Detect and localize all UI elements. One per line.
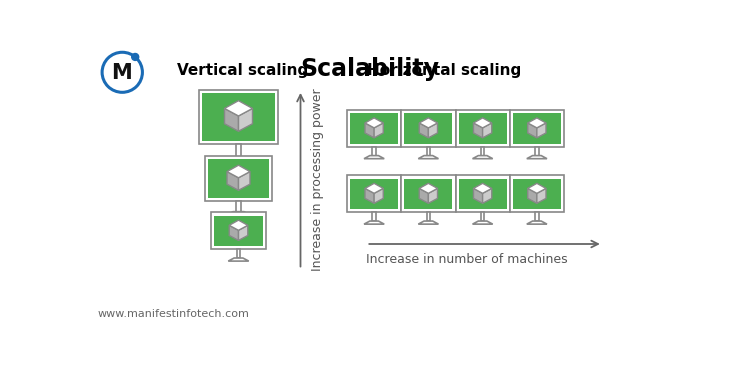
Polygon shape	[474, 118, 492, 128]
Bar	[513, 113, 561, 144]
Text: Increase in number of machines: Increase in number of machines	[366, 253, 568, 266]
Bar	[236, 144, 241, 157]
Bar	[510, 110, 564, 147]
Bar	[456, 176, 510, 212]
Polygon shape	[527, 155, 547, 159]
Polygon shape	[365, 188, 374, 203]
Bar	[513, 178, 561, 210]
Polygon shape	[474, 183, 492, 193]
Polygon shape	[483, 123, 492, 138]
Bar	[481, 212, 484, 221]
Text: Increase in processing power: Increase in processing power	[310, 89, 323, 272]
Text: www.manifestinfotech.com: www.manifestinfotech.com	[97, 309, 250, 319]
Polygon shape	[229, 225, 239, 241]
Text: Scalability: Scalability	[301, 57, 439, 81]
Bar	[199, 90, 278, 144]
Bar	[347, 110, 402, 147]
Bar	[347, 176, 402, 212]
Bar	[427, 212, 430, 221]
Bar	[535, 212, 539, 221]
Bar	[402, 110, 456, 147]
Polygon shape	[419, 118, 437, 128]
Bar	[237, 201, 241, 212]
Polygon shape	[226, 212, 251, 215]
Bar	[205, 156, 272, 201]
Polygon shape	[239, 225, 247, 241]
Polygon shape	[472, 221, 493, 224]
Polygon shape	[229, 220, 247, 230]
Polygon shape	[472, 155, 493, 159]
Text: Vertical scaling: Vertical scaling	[177, 63, 308, 78]
Bar	[350, 113, 398, 144]
Polygon shape	[537, 188, 546, 203]
Polygon shape	[419, 123, 429, 138]
Bar	[481, 147, 484, 155]
Bar	[208, 159, 269, 198]
Polygon shape	[223, 157, 254, 162]
Bar	[237, 249, 240, 258]
Polygon shape	[528, 183, 546, 193]
Circle shape	[131, 54, 139, 61]
Polygon shape	[528, 188, 537, 203]
Polygon shape	[228, 258, 249, 261]
Bar	[372, 147, 376, 155]
Polygon shape	[374, 123, 383, 138]
Polygon shape	[429, 123, 437, 138]
Polygon shape	[239, 108, 253, 131]
Polygon shape	[365, 118, 383, 128]
Bar	[427, 147, 430, 155]
Bar	[510, 176, 564, 212]
Polygon shape	[474, 123, 483, 138]
Polygon shape	[527, 221, 547, 224]
Polygon shape	[365, 123, 374, 138]
Polygon shape	[474, 188, 483, 203]
Text: Horizontal scaling: Horizontal scaling	[366, 63, 521, 78]
Bar	[350, 178, 398, 210]
Polygon shape	[364, 221, 384, 224]
Bar	[456, 110, 510, 147]
Polygon shape	[374, 188, 383, 203]
Polygon shape	[239, 172, 250, 190]
Polygon shape	[483, 188, 492, 203]
Polygon shape	[418, 155, 439, 159]
Bar	[214, 215, 263, 246]
Polygon shape	[528, 118, 546, 128]
Polygon shape	[364, 155, 384, 159]
Bar	[404, 178, 453, 210]
Polygon shape	[429, 188, 437, 203]
Polygon shape	[419, 183, 437, 193]
Bar	[211, 212, 266, 249]
Polygon shape	[225, 108, 239, 131]
Bar	[458, 113, 507, 144]
Polygon shape	[227, 165, 250, 178]
Polygon shape	[419, 188, 429, 203]
Bar	[458, 178, 507, 210]
Bar	[372, 212, 376, 221]
Bar	[402, 176, 456, 212]
Polygon shape	[418, 221, 439, 224]
Bar	[404, 113, 453, 144]
Text: M: M	[111, 63, 132, 83]
Bar	[201, 93, 275, 141]
Polygon shape	[528, 123, 537, 138]
Polygon shape	[365, 183, 383, 193]
Polygon shape	[225, 101, 253, 116]
Bar	[535, 147, 539, 155]
Polygon shape	[537, 123, 546, 138]
Polygon shape	[227, 172, 239, 190]
